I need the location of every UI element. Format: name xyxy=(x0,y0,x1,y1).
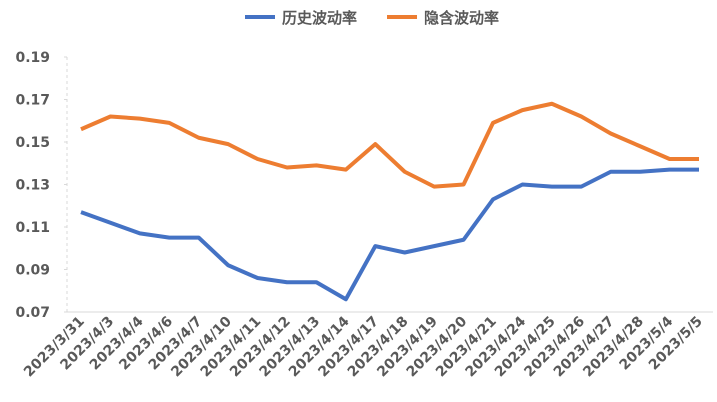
legend-label: 历史波动率 xyxy=(282,9,357,27)
series-line xyxy=(80,101,699,189)
y-tick-label: 0.19 xyxy=(15,50,50,66)
legend-label: 隐含波动率 xyxy=(424,9,499,27)
y-tick-label: 0.09 xyxy=(15,263,50,279)
y-tick-label: 0.15 xyxy=(15,135,50,151)
series-line xyxy=(80,167,699,302)
y-tick-label: 0.07 xyxy=(15,305,50,321)
y-tick-label: 0.13 xyxy=(15,178,50,194)
y-tick-label: 0.17 xyxy=(15,93,50,109)
y-tick-label: 0.11 xyxy=(15,220,50,236)
